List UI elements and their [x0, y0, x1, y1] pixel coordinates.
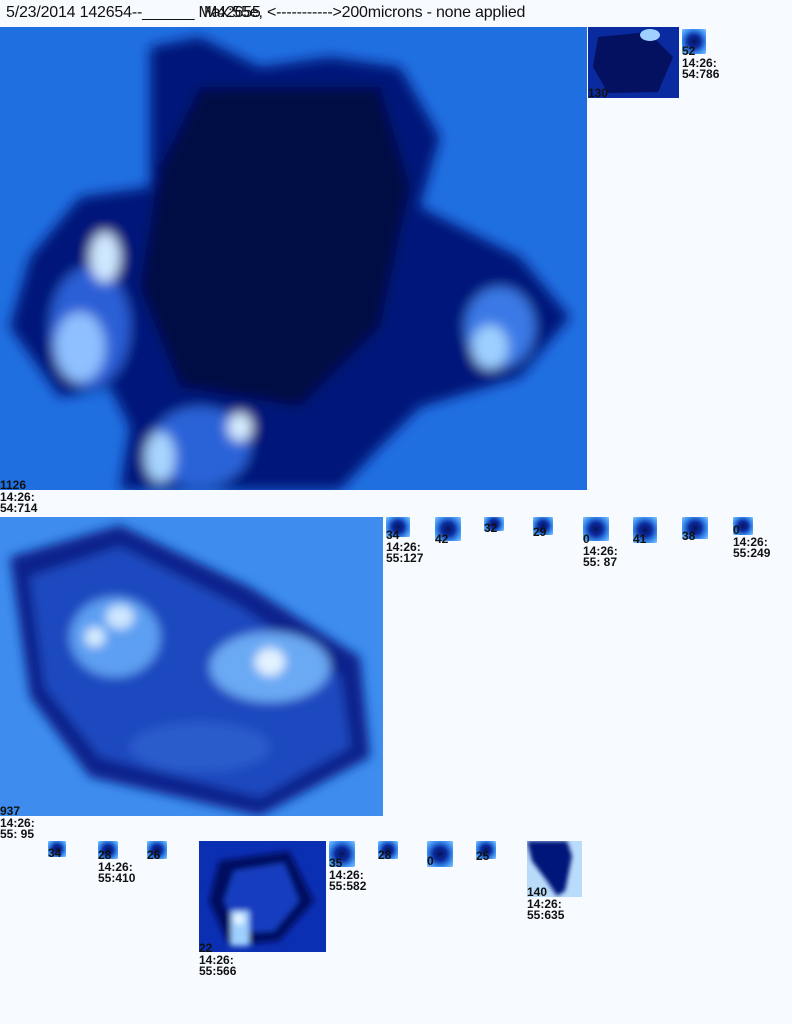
- conical-particle-graphic: [527, 841, 582, 897]
- image-label: 34: [48, 846, 62, 860]
- crystal-image-medium: [0, 517, 383, 816]
- particle-thumbnail: [435, 517, 461, 541]
- particle-thumbnail: [48, 841, 66, 857]
- image-label: 1126 14:26: 54:714: [0, 478, 38, 515]
- image-label: 35 14:26: 55:582: [329, 856, 367, 893]
- particle-thumbnail: [733, 517, 753, 535]
- image-label: 130: [588, 86, 609, 100]
- page-header: 5/23/2014 142654--______ Max:55e, <-----…: [6, 4, 525, 22]
- particle-thumbnail: [682, 517, 708, 539]
- snowflake-crystal-graphic: [0, 27, 587, 490]
- image-label: 25: [476, 849, 490, 863]
- crystal-image-large: [0, 27, 587, 490]
- particle-thumbnail: [533, 517, 553, 535]
- header-text: 5/23/2014 142654--______ Max:55e, <-----…: [6, 4, 526, 21]
- particle-thumbnail: [147, 841, 167, 859]
- column-crystal-graphic: [199, 841, 326, 952]
- image-label: 41: [633, 532, 647, 546]
- crystal-thumbnail: [588, 27, 679, 98]
- image-label: 26: [147, 848, 161, 862]
- particle-thumbnail: [484, 517, 504, 531]
- image-label: 28 14:26: 55:410: [98, 848, 136, 885]
- image-label: 42: [435, 532, 449, 546]
- crystal-image-small: [199, 841, 326, 952]
- image-label: 0: [427, 854, 434, 868]
- particle-thumbnail: [378, 841, 398, 859]
- thumbnail-graphic: [588, 27, 679, 98]
- particle-thumbnail: [527, 841, 582, 897]
- image-label: 22 14:26: 55:566: [199, 941, 237, 978]
- image-label: 34 14:26: 55:127: [386, 528, 424, 565]
- particle-thumbnail: [583, 517, 609, 541]
- image-label: 937 14:26: 55: 95: [0, 804, 35, 841]
- image-label: 32: [484, 521, 498, 535]
- image-label: 52 14:26: 54:786: [682, 44, 720, 81]
- particle-thumbnail: [682, 29, 706, 54]
- image-label: 0 14:26: 55:249: [733, 523, 771, 560]
- particle-thumbnail: [98, 841, 118, 859]
- particle-thumbnail: [329, 841, 355, 867]
- image-label: 140 14:26: 55:635: [527, 885, 565, 922]
- image-label: 29: [533, 525, 547, 539]
- particle-thumbnail: [386, 517, 410, 537]
- image-label: 38: [682, 529, 696, 543]
- plate-crystal-graphic: [0, 517, 383, 816]
- image-label: 28: [378, 848, 392, 862]
- image-label: 0 14:26: 55: 87: [583, 532, 618, 569]
- particle-thumbnail: [633, 517, 657, 543]
- particle-thumbnail: [427, 841, 453, 867]
- particle-thumbnail: [476, 841, 496, 859]
- header-overlay-text: M42655: [204, 4, 261, 21]
